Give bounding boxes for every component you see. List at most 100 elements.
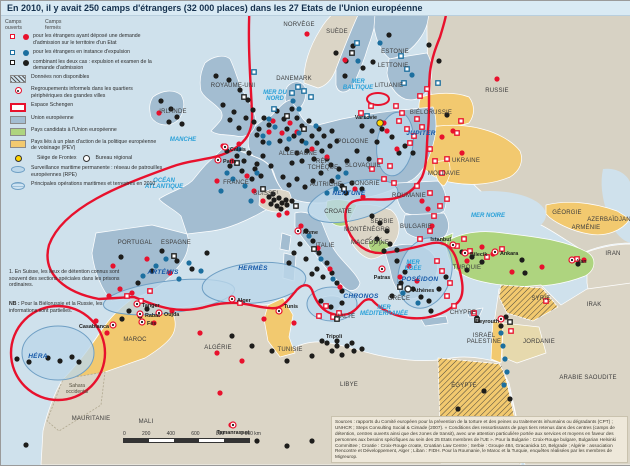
operation-label: POSÉIDON [402, 274, 439, 283]
camp-marker-black-circles [310, 238, 316, 244]
camp-marker-blue-circles [415, 300, 421, 306]
camp-marker-black-circles [239, 168, 245, 174]
camp-marker-red-squares [458, 118, 464, 124]
country-label: TURQUIE [453, 265, 481, 271]
legend-col-closed: Camps fermés [45, 19, 62, 32]
camp-marker-black-circles [302, 184, 308, 190]
camp-marker-black-circles [227, 163, 233, 169]
city-label: Tanger [142, 303, 160, 309]
footnote-suisse: 1. En Suisse, les lieux de détention con… [9, 269, 120, 288]
camp-marker-black-circles [174, 258, 180, 264]
legend-row-expulsion: pour les étrangers en instance d'expulsi… [5, 49, 163, 56]
camp-marker-black-circles [126, 308, 132, 314]
camp-marker-red-squares [454, 130, 460, 136]
frontex-hq-marker [376, 119, 384, 127]
camp-marker-black-circles [333, 50, 339, 56]
camp-marker-black-circles [268, 163, 274, 169]
camp-marker-black-circles [359, 123, 365, 129]
camp-marker-black-circles [374, 236, 380, 242]
camp-marker-black-circles [144, 306, 150, 312]
legend-row-mixte: combinant les deux cas : expulsion et ex… [5, 59, 163, 71]
camp-marker-black-circles [289, 198, 295, 204]
sea-label: MER DU NORD [263, 90, 287, 102]
camp-marker-red-squares [437, 203, 443, 209]
camp-marker-black-circles [394, 247, 400, 253]
city-label: Athènes [413, 288, 434, 294]
city-label: Patras [374, 275, 390, 281]
camp-marker-black-circles [270, 191, 276, 197]
camp-marker-black-circles [464, 267, 470, 273]
frontex-regional-icon [82, 154, 90, 162]
camp-marker-black-circles [303, 256, 309, 262]
camp-marker-red-squares [414, 116, 420, 122]
camp-marker-blue-circles [286, 136, 292, 142]
scale-bar: 0 200 400 600 800 1 000 km [123, 431, 273, 443]
camp-markers-group [14, 31, 587, 452]
camp-marker-red-squares [316, 313, 322, 319]
camp-marker-black-circles [342, 73, 348, 79]
camp-marker-blue-squares [364, 113, 370, 119]
informal-settlement-marker [229, 421, 237, 429]
camp-marker-blue-circles [343, 170, 349, 176]
camp-marker-black-circles [389, 293, 395, 299]
camp-marker-red-squares [323, 303, 329, 309]
sea-label: MER MÉDITERRANÉE [360, 305, 409, 317]
operation-zone-hermes [201, 261, 307, 305]
camp-marker-blue-circles [500, 343, 506, 349]
country-label: MAROC [123, 337, 147, 343]
camp-marker-black-circles [316, 250, 322, 256]
camp-marker-red-squares [237, 300, 243, 306]
camp-marker-black-circles [426, 298, 432, 304]
camp-marker-red-circles [156, 110, 162, 116]
camp-marker-black-circles [314, 140, 320, 146]
camp-marker-black-squares [171, 253, 177, 259]
camp-marker-red-circles [429, 223, 435, 229]
camp-marker-red-squares [147, 288, 153, 294]
country-label: FRANCE [223, 180, 249, 186]
camp-marker-black-circles [179, 121, 185, 127]
country-label: SLOVAQUIE [345, 163, 381, 169]
camp-marker-red-circles [360, 194, 366, 200]
camp-marker-black-circles [254, 438, 260, 444]
open-camp-blue-icon [9, 49, 15, 55]
camp-marker-black-circles [234, 153, 240, 159]
country-label: GÉORGIE [552, 209, 581, 216]
informal-settlement-marker [214, 156, 222, 164]
camp-marker-blue-circles [498, 330, 504, 336]
rpe-zone-icon [11, 166, 25, 174]
camp-marker-black-circles [269, 348, 275, 354]
camp-marker-black-circles [135, 280, 141, 286]
country-shape-italie [294, 211, 361, 291]
camp-marker-blue-circles [400, 290, 406, 296]
informal-settlement-marker [109, 321, 117, 329]
legend-row-informal: Regroupements informels dans les quartie… [5, 86, 163, 99]
camp-marker-red-circles [261, 316, 267, 322]
country-shape-suede [335, 1, 377, 93]
open-camp-black-icon [9, 59, 15, 65]
camp-marker-black-circles [370, 59, 376, 65]
camp-marker-black-circles [377, 220, 383, 226]
informal-settlement-marker [228, 295, 236, 303]
camp-marker-red-squares [124, 293, 130, 299]
camp-marker-red-squares [432, 158, 438, 164]
camp-marker-blue-squares [401, 80, 407, 86]
camp-marker-black-circles [291, 133, 297, 139]
camp-marker-red-squares [543, 298, 549, 304]
informal-settlement-marker [221, 143, 229, 151]
camp-marker-black-circles [280, 174, 286, 180]
sources-text: Sources : rapports du Comité européen po… [331, 416, 628, 463]
camp-marker-black-circles [314, 266, 320, 272]
camp-marker-red-squares [419, 124, 425, 130]
camp-marker-black-circles [294, 115, 300, 121]
camp-marker-red-squares [427, 146, 433, 152]
country-label: HONGRIE [350, 181, 379, 187]
informal-settlement-marker [294, 227, 302, 235]
country-label: LIBYE [340, 382, 358, 388]
camp-marker-black-circles [369, 128, 375, 134]
camp-marker-black-circles [286, 260, 292, 266]
eu-color-icon [10, 115, 26, 124]
camp-marker-black-circles [498, 323, 504, 329]
camp-marker-red-squares [431, 213, 437, 219]
camp-marker-black-circles [241, 158, 247, 164]
camp-marker-red-squares [358, 110, 364, 116]
